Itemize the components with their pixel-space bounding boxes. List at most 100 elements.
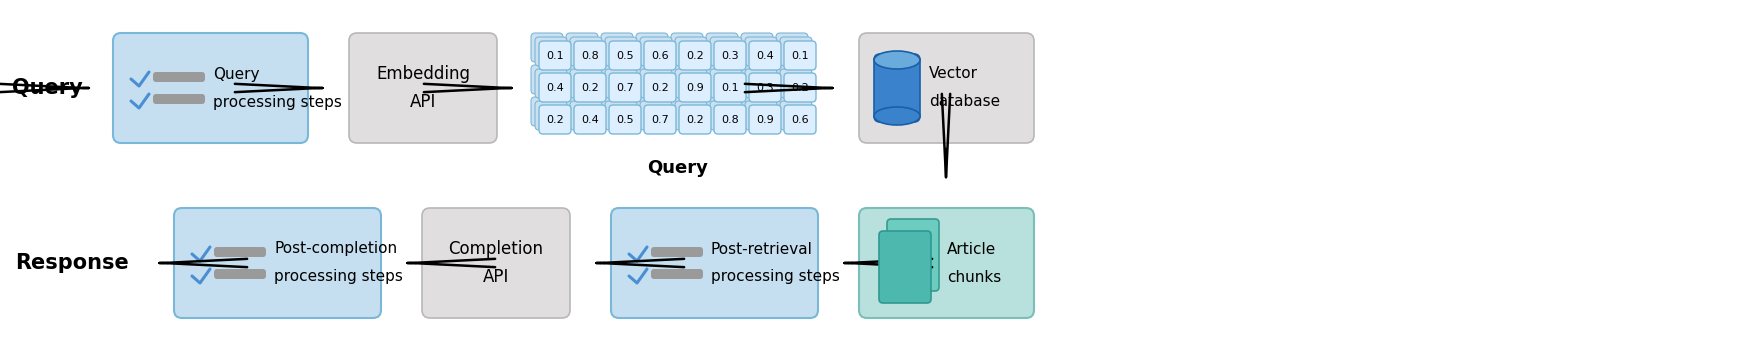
FancyBboxPatch shape: [710, 69, 741, 98]
FancyBboxPatch shape: [423, 208, 571, 318]
FancyBboxPatch shape: [153, 94, 204, 104]
Text: 0.2: 0.2: [581, 83, 599, 93]
FancyBboxPatch shape: [710, 37, 741, 66]
FancyBboxPatch shape: [565, 97, 599, 126]
FancyBboxPatch shape: [652, 247, 703, 257]
FancyBboxPatch shape: [671, 65, 703, 94]
Text: 0.2: 0.2: [791, 83, 808, 93]
FancyBboxPatch shape: [639, 37, 673, 66]
FancyBboxPatch shape: [748, 105, 780, 134]
FancyBboxPatch shape: [565, 65, 599, 94]
FancyBboxPatch shape: [535, 69, 567, 98]
FancyBboxPatch shape: [539, 105, 571, 134]
FancyBboxPatch shape: [174, 208, 380, 318]
FancyBboxPatch shape: [748, 41, 780, 70]
FancyBboxPatch shape: [574, 105, 606, 134]
Text: 0.1: 0.1: [791, 51, 808, 61]
FancyBboxPatch shape: [652, 269, 703, 279]
Text: processing steps: processing steps: [275, 270, 403, 285]
Text: Article: Article: [947, 241, 997, 257]
FancyBboxPatch shape: [671, 33, 703, 62]
FancyBboxPatch shape: [601, 97, 632, 126]
Text: Query: Query: [213, 66, 259, 81]
FancyBboxPatch shape: [639, 101, 673, 130]
FancyBboxPatch shape: [565, 33, 599, 62]
FancyBboxPatch shape: [745, 69, 777, 98]
Text: 0.5: 0.5: [616, 51, 634, 61]
FancyBboxPatch shape: [859, 208, 1034, 318]
Text: 0.2: 0.2: [652, 83, 669, 93]
FancyBboxPatch shape: [674, 37, 706, 66]
FancyBboxPatch shape: [859, 33, 1034, 143]
Text: Completion: Completion: [449, 240, 544, 258]
Text: 0.9: 0.9: [755, 115, 773, 125]
FancyBboxPatch shape: [571, 69, 602, 98]
Text: processing steps: processing steps: [213, 94, 342, 110]
FancyBboxPatch shape: [574, 41, 606, 70]
FancyBboxPatch shape: [639, 69, 673, 98]
FancyBboxPatch shape: [680, 105, 711, 134]
Text: 0.8: 0.8: [581, 51, 599, 61]
FancyBboxPatch shape: [636, 97, 667, 126]
FancyBboxPatch shape: [571, 101, 602, 130]
FancyBboxPatch shape: [606, 37, 637, 66]
Text: 0.4: 0.4: [546, 83, 564, 93]
Text: Post-retrieval: Post-retrieval: [711, 241, 814, 257]
Text: 0.4: 0.4: [581, 115, 599, 125]
FancyBboxPatch shape: [784, 41, 815, 70]
FancyBboxPatch shape: [706, 65, 738, 94]
FancyBboxPatch shape: [153, 72, 204, 82]
FancyBboxPatch shape: [535, 101, 567, 130]
FancyBboxPatch shape: [349, 33, 497, 143]
Text: 0.1: 0.1: [546, 51, 564, 61]
FancyBboxPatch shape: [674, 69, 706, 98]
FancyBboxPatch shape: [741, 65, 773, 94]
Text: 0.9: 0.9: [687, 83, 704, 93]
Text: 0.6: 0.6: [791, 115, 808, 125]
FancyBboxPatch shape: [535, 37, 567, 66]
FancyBboxPatch shape: [645, 105, 676, 134]
Text: 0.3: 0.3: [755, 83, 773, 93]
FancyBboxPatch shape: [777, 33, 808, 62]
FancyBboxPatch shape: [873, 54, 919, 122]
Ellipse shape: [873, 107, 919, 125]
Text: Vector: Vector: [930, 66, 977, 81]
Text: API: API: [483, 268, 509, 286]
FancyBboxPatch shape: [741, 97, 773, 126]
Text: 0.3: 0.3: [722, 51, 740, 61]
Text: 0.2: 0.2: [546, 115, 564, 125]
FancyBboxPatch shape: [113, 33, 308, 143]
FancyBboxPatch shape: [713, 41, 747, 70]
FancyBboxPatch shape: [777, 65, 808, 94]
FancyBboxPatch shape: [609, 41, 641, 70]
FancyBboxPatch shape: [713, 73, 747, 102]
FancyBboxPatch shape: [748, 73, 780, 102]
Text: Query: Query: [12, 78, 83, 98]
Text: 0.2: 0.2: [687, 115, 704, 125]
FancyBboxPatch shape: [713, 105, 747, 134]
FancyBboxPatch shape: [574, 73, 606, 102]
FancyBboxPatch shape: [879, 231, 932, 303]
FancyBboxPatch shape: [645, 73, 676, 102]
FancyBboxPatch shape: [606, 101, 637, 130]
Text: API: API: [410, 93, 437, 111]
FancyBboxPatch shape: [645, 41, 676, 70]
Text: 0.7: 0.7: [616, 83, 634, 93]
FancyBboxPatch shape: [741, 33, 773, 62]
FancyBboxPatch shape: [780, 101, 812, 130]
FancyBboxPatch shape: [777, 97, 808, 126]
FancyBboxPatch shape: [706, 97, 738, 126]
FancyBboxPatch shape: [636, 65, 667, 94]
Ellipse shape: [873, 51, 919, 69]
Text: Query: Query: [648, 159, 708, 177]
Text: Response: Response: [16, 253, 129, 273]
FancyBboxPatch shape: [215, 269, 266, 279]
Text: 0.5: 0.5: [616, 115, 634, 125]
FancyBboxPatch shape: [532, 33, 564, 62]
Text: Post-completion: Post-completion: [275, 241, 398, 257]
Text: 0.4: 0.4: [755, 51, 773, 61]
FancyBboxPatch shape: [571, 37, 602, 66]
Text: Embedding: Embedding: [377, 65, 470, 83]
FancyBboxPatch shape: [671, 97, 703, 126]
FancyBboxPatch shape: [784, 105, 815, 134]
